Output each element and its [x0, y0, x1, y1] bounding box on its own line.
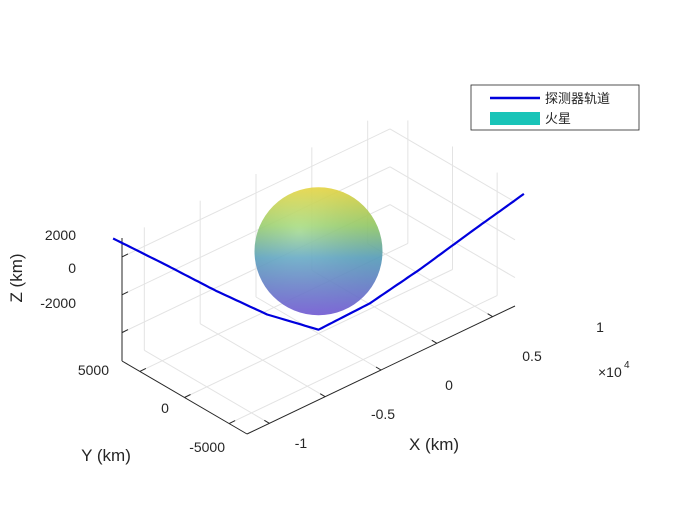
z-tick-mark	[121, 253, 129, 258]
legend-orbit-label: 探测器轨道	[545, 92, 610, 107]
grid-line	[228, 295, 498, 425]
legend-mars-swatch	[490, 112, 540, 125]
z-tick-labels: -2000 0 2000	[40, 227, 76, 311]
x-exponent: ×10 4	[598, 360, 630, 380]
grid-line	[121, 128, 391, 258]
y-axis-label: Y (km)	[81, 446, 131, 465]
x-axis-label: X (km)	[409, 435, 459, 454]
z-tick-mark	[121, 329, 129, 334]
x-tick-label: -0.5	[371, 406, 395, 422]
z-tick-label: -2000	[40, 295, 76, 311]
x-tick-mark	[319, 393, 326, 398]
tick-marks	[121, 253, 493, 425]
y-tick-label: 5000	[78, 362, 109, 378]
z-axis-label: Z (km)	[7, 253, 26, 302]
x-tick-label: 0	[445, 377, 453, 393]
y-tick-labels: -5000 0 5000	[78, 362, 225, 455]
y-tick-label: 0	[161, 400, 169, 416]
mars-shading	[254, 187, 383, 316]
grid-line	[389, 166, 516, 241]
grid-line	[389, 128, 516, 203]
x-exponent-base: ×10	[598, 364, 622, 380]
x-tick-labels: -1 -0.5 0 0.5 1	[295, 319, 604, 451]
x-tick-mark	[487, 313, 493, 318]
x-tick-label: -1	[295, 435, 308, 451]
z-tick-label: 2000	[45, 227, 76, 243]
y-tick-mark	[184, 394, 191, 398]
x-tick-mark	[431, 339, 438, 344]
x-tick-mark	[375, 366, 382, 371]
z-tick-mark	[121, 291, 129, 296]
x-tick-mark	[264, 419, 270, 424]
grid-line	[389, 204, 516, 279]
orbit-line	[112, 193, 525, 331]
grid-line	[184, 269, 453, 398]
z-tick-label: 0	[68, 260, 76, 276]
y-tick-label: -5000	[189, 439, 225, 455]
x-exponent-power: 4	[624, 360, 630, 371]
x-tick-label: 0.5	[522, 348, 542, 364]
legend: 探测器轨道 火星	[470, 84, 640, 131]
grid-line	[121, 166, 391, 296]
y-tick-mark	[139, 367, 147, 372]
y-tick-mark	[228, 420, 236, 425]
x-tick-label: 1	[596, 319, 604, 335]
legend-mars-label: 火星	[545, 112, 571, 127]
orbit-line-group	[112, 193, 525, 331]
mars-sphere	[254, 187, 383, 316]
